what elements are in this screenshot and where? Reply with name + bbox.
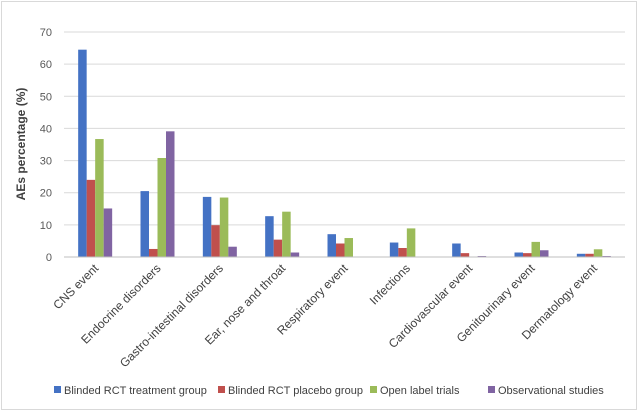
- bar: [166, 131, 175, 257]
- legend-swatch: [218, 386, 225, 393]
- bar: [273, 239, 283, 257]
- y-tick-label: 30: [40, 156, 52, 168]
- y-tick-label: 60: [40, 59, 52, 71]
- legend-swatch: [370, 386, 377, 393]
- bar: [531, 241, 540, 257]
- bar: [140, 191, 149, 257]
- bar: [523, 253, 532, 257]
- bar: [514, 252, 523, 257]
- legend-swatch: [488, 386, 495, 393]
- bar: [540, 250, 549, 257]
- y-axis-ticks: 0 10 20 30 40 50 60 70: [40, 27, 52, 264]
- bar: [95, 139, 104, 257]
- bar: [389, 242, 399, 257]
- legend-label: Open label trials: [380, 385, 460, 397]
- bar: [86, 179, 96, 257]
- legend: Blinded RCT treatment group Blinded RCT p…: [54, 385, 604, 397]
- y-tick-label: 70: [40, 27, 52, 39]
- bar: [228, 246, 237, 257]
- bar: [327, 234, 336, 257]
- bar: [282, 211, 291, 257]
- bar: [103, 208, 113, 257]
- bar: [157, 158, 166, 257]
- bar: [265, 216, 274, 257]
- y-tick-label: 20: [40, 188, 52, 200]
- category-label: CNS event: [50, 261, 101, 312]
- y-tick-label: 10: [40, 220, 52, 232]
- legend-label: Blinded RCT treatment group: [64, 385, 207, 397]
- bar: [336, 243, 345, 257]
- legend-swatch: [54, 386, 61, 393]
- category-label: Infections: [367, 261, 413, 307]
- bar: [211, 225, 220, 257]
- bar: [593, 249, 603, 257]
- bar: [460, 253, 470, 257]
- bar: [202, 196, 212, 257]
- bar: [78, 49, 87, 257]
- bar: [585, 253, 594, 257]
- bar: [406, 228, 416, 257]
- bar: [576, 253, 586, 257]
- y-tick-label: 50: [40, 91, 52, 103]
- bar: [344, 238, 353, 257]
- bar: [149, 248, 158, 257]
- y-axis-label: AEs percentage (%): [14, 88, 28, 201]
- bars: [78, 49, 611, 257]
- y-tick-label: 0: [46, 252, 52, 264]
- legend-label: Blinded RCT placebo group: [228, 385, 363, 397]
- legend-label: Observational studies: [498, 385, 604, 397]
- bar: [398, 248, 407, 257]
- bar: [452, 243, 461, 257]
- y-tick-label: 40: [40, 123, 52, 135]
- bar: [290, 252, 300, 257]
- bar: [219, 197, 229, 257]
- category-label: Gastro-intestinal disorders: [117, 261, 226, 370]
